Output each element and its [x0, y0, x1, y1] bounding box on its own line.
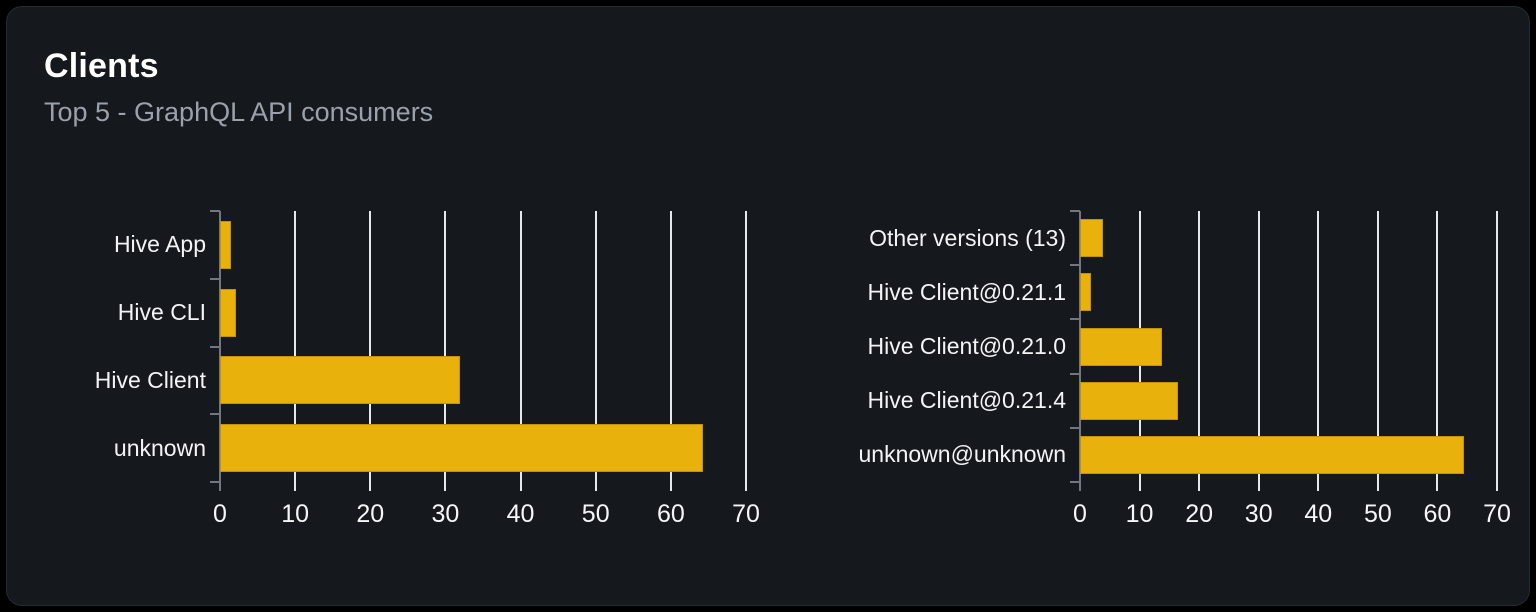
clients-by-name-chart: Hive App Hive CLI Hive Client unknown 0 10 20 3…: [31, 210, 760, 541]
x-axis-tick-10: [1138, 482, 1141, 491]
category-label-other-versions-13: Other versions (13): [869, 224, 1066, 251]
bar-hive-app[interactable]: [220, 220, 232, 269]
bar-other-versions-13[interactable]: [1080, 219, 1104, 258]
bar-hive-client-0-21-1[interactable]: [1080, 273, 1091, 312]
x-axis-tick-60: [1436, 482, 1439, 491]
bar-hive-cli[interactable]: [220, 288, 236, 337]
y-axis-tick: [210, 481, 220, 483]
gridline-x-70: [1496, 211, 1498, 482]
plot-area: 0 10 20 30 40 50 60 70: [210, 210, 760, 528]
y-axis-tick: [210, 277, 220, 280]
gridline-x-20: [369, 211, 372, 482]
category-label-unknown: unknown: [113, 434, 206, 461]
y-axis-tick: [1070, 264, 1080, 267]
category-label-hive-client-0-21-1: Hive Client@0.21.1: [867, 278, 1067, 305]
category-label-hive-client-0-21-0: Hive Client@0.21.0: [867, 332, 1067, 359]
gridline-x-70: [745, 211, 747, 482]
x-axis-tick-40: [1317, 482, 1320, 491]
y-axis-tick: [1070, 318, 1080, 321]
x-axis-tick-label-10: 10: [281, 500, 310, 528]
x-axis-tick-label-20: 20: [1185, 500, 1214, 528]
gridline-x-60: [669, 211, 672, 482]
x-axis-tick-label-70: 70: [1483, 500, 1511, 528]
x-axis-tick-20: [1198, 482, 1201, 491]
gridline-x-50: [594, 211, 597, 482]
x-axis-tick-40: [519, 482, 522, 491]
bar-hive-client[interactable]: [220, 356, 461, 405]
y-axis-tick: [1070, 210, 1080, 212]
x-axis-tick-label-10: 10: [1125, 500, 1154, 528]
y-axis-category-labels: Other versions (13) Hive Client@0.21.1 Hiv…: [841, 211, 1080, 482]
bar-unknown-unknown[interactable]: [1080, 435, 1464, 474]
x-axis-tick-label-0: 0: [1073, 500, 1087, 528]
x-axis-tick-20: [369, 482, 372, 491]
x-axis-tick-30: [1257, 482, 1260, 491]
x-axis-tick-70: [1496, 482, 1498, 491]
x-axis-tick-label-70: 70: [732, 500, 760, 528]
gridline-x-10: [294, 211, 297, 482]
clients-card: Clients Top 5 - GraphQL API consumers Hi…: [6, 6, 1530, 606]
y-axis-tick: [210, 210, 220, 212]
clients-by-version-chart: Other versions (13) Hive Client@0.21.1 Hiv…: [841, 210, 1511, 541]
category-label-unknown-unknown: unknown@unknown: [858, 441, 1066, 468]
y-axis-tick: [210, 413, 220, 416]
y-axis-tick: [1070, 481, 1080, 483]
y-axis-tick: [1070, 372, 1080, 375]
gridline-x-50: [1376, 211, 1379, 482]
x-axis-tick-label-40: 40: [1304, 500, 1333, 528]
x-axis-tick-50: [1376, 482, 1379, 491]
bar-unknown[interactable]: [220, 424, 704, 473]
bar-hive-client-0-21-4[interactable]: [1080, 381, 1178, 420]
x-axis-tick-70: [745, 482, 747, 491]
page-subtitle: Top 5 - GraphQL API consumers: [44, 97, 434, 127]
gridline-x-60: [1436, 211, 1439, 482]
category-label-hive-client-0-21-4: Hive Client@0.21.4: [867, 387, 1067, 414]
y-axis-tick: [210, 345, 220, 348]
x-axis-tick-label-0: 0: [213, 500, 227, 528]
x-axis-tick-label-60: 60: [656, 500, 685, 528]
x-axis-tick-50: [594, 482, 597, 491]
plot-area: 0 10 20 30 40 50 60 70: [1070, 210, 1511, 528]
gridline-x-40: [1317, 211, 1320, 482]
gridline-x-40: [519, 211, 522, 482]
page-title: Clients: [44, 47, 159, 85]
y-axis-line: [219, 211, 221, 491]
x-axis-tick-label-30: 30: [1244, 500, 1273, 528]
x-axis-tick-label-50: 50: [1363, 500, 1392, 528]
y-axis-category-labels: Hive App Hive CLI Hive Client unknown: [31, 211, 220, 482]
x-axis-tick-label-20: 20: [356, 500, 385, 528]
bar-hive-client-0-21-0[interactable]: [1080, 327, 1162, 366]
x-axis-tick-label-40: 40: [506, 500, 535, 528]
gridline-x-30: [1257, 211, 1260, 482]
x-axis-tick-label-60: 60: [1423, 500, 1452, 528]
category-label-hive-app: Hive App: [113, 231, 206, 258]
x-axis-tick-10: [294, 482, 297, 491]
x-axis-tick-60: [669, 482, 672, 491]
gridline-x-20: [1198, 211, 1201, 482]
gridline-x-30: [444, 211, 447, 482]
category-label-hive-cli: Hive CLI: [117, 299, 206, 326]
x-axis-tick-30: [444, 482, 447, 491]
x-axis-tick-label-30: 30: [431, 500, 460, 528]
x-axis-tick-label-50: 50: [581, 500, 610, 528]
category-label-hive-client: Hive Client: [94, 366, 206, 393]
y-axis-tick: [1070, 426, 1080, 429]
